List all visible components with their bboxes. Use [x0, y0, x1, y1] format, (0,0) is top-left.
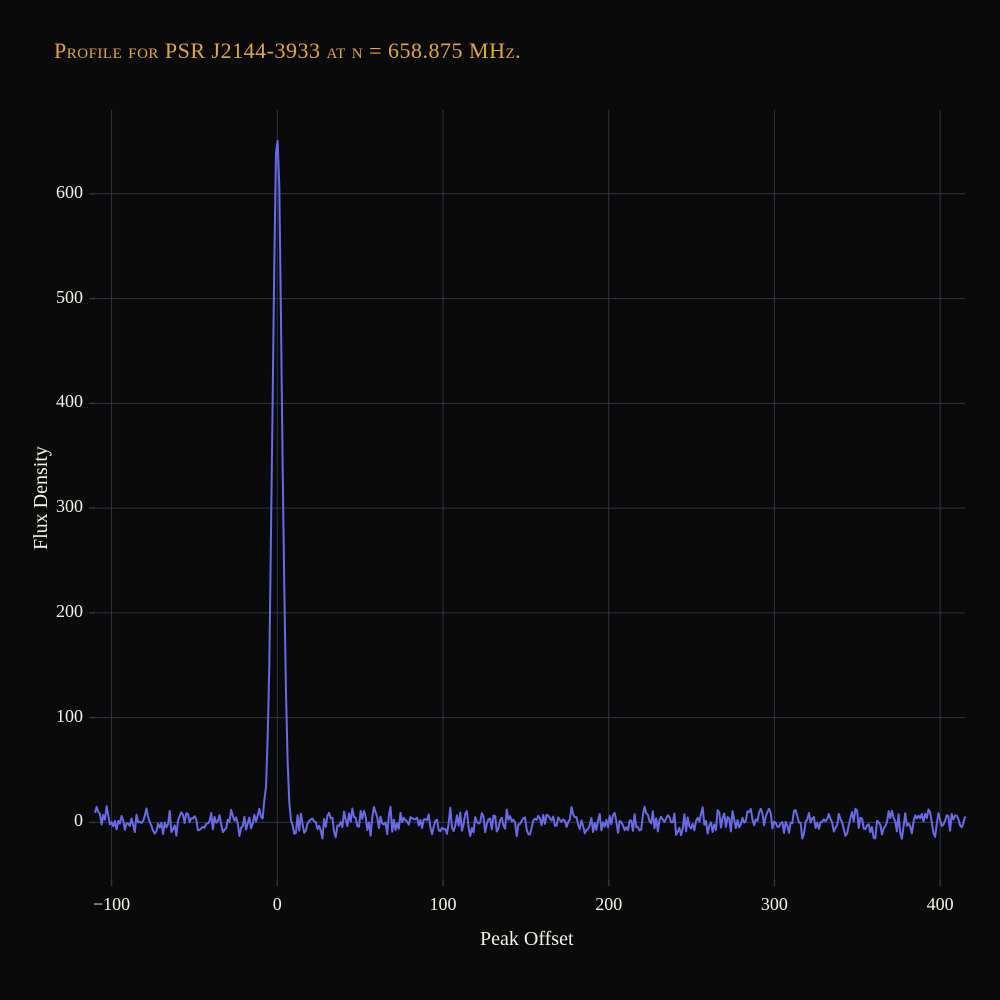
x-tick-label: −100 — [82, 894, 142, 915]
chart-container: Profile for PSR J2144-3933 at ν = 658.87… — [0, 0, 1000, 1000]
y-tick-label: 500 — [23, 287, 83, 308]
y-tick-label: 600 — [23, 182, 83, 203]
x-tick-label: 100 — [413, 894, 473, 915]
y-tick-label: 0 — [23, 810, 83, 831]
y-tick-label: 400 — [23, 391, 83, 412]
y-tick-label: 200 — [23, 601, 83, 622]
y-tick-label: 100 — [23, 706, 83, 727]
x-tick-label: 400 — [910, 894, 970, 915]
y-tick-label: 300 — [23, 496, 83, 517]
x-axis-label: Peak Offset — [480, 928, 574, 951]
plot-svg — [0, 0, 1000, 1000]
x-tick-label: 0 — [247, 894, 307, 915]
x-tick-label: 200 — [579, 894, 639, 915]
x-tick-label: 300 — [744, 894, 804, 915]
profile-line — [95, 141, 965, 839]
